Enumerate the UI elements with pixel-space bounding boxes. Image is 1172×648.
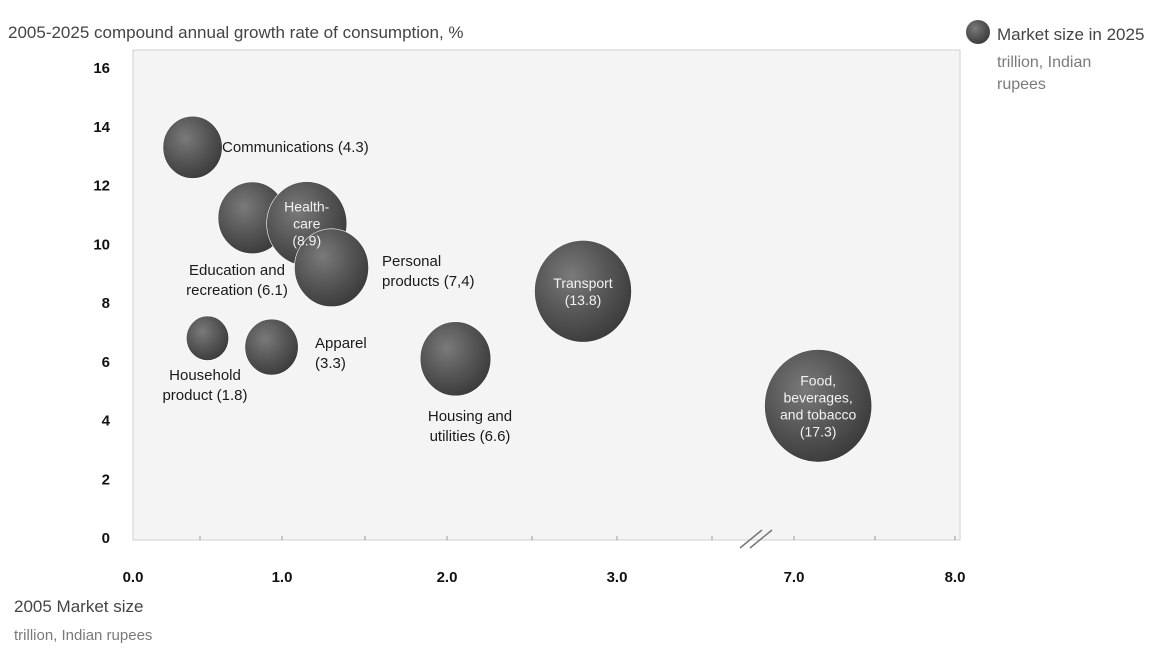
bubble-label: Apparel — [315, 335, 367, 352]
bubble-label: Household — [169, 367, 241, 384]
bubble-label: product (1.8) — [162, 387, 247, 404]
bubble-label: (3.3) — [315, 355, 346, 372]
x-tick-label: 3.0 — [607, 569, 628, 586]
legend-title: Market size in 2025 — [997, 25, 1144, 44]
bubble-label: Education and — [189, 262, 285, 279]
axis-break-mark — [749, 529, 773, 549]
bubble-label: products (7,4) — [382, 273, 475, 290]
chart-title: 2005-2025 compound annual growth rate of… — [8, 23, 464, 42]
bubble-label: Communications (4.3) — [222, 139, 369, 156]
bubble-food-beverages-and-tobacco — [764, 349, 873, 463]
bubble-personal-products — [294, 228, 369, 307]
bubble-label: Health- — [284, 199, 329, 215]
bubble-household-product — [185, 315, 230, 361]
bubble-transport — [534, 240, 632, 343]
bubble-label: (8.9) — [292, 233, 321, 249]
bubble-label: utilities (6.6) — [430, 428, 511, 445]
y-tick-label: 16 — [93, 60, 110, 77]
x-tick-label: 8.0 — [945, 569, 966, 586]
axis-break-mark — [739, 529, 763, 549]
bubble-communications — [162, 115, 223, 179]
x-tick-label: 1.0 — [272, 569, 293, 586]
y-tick-label: 14 — [93, 119, 110, 136]
bubble-label: (17.3) — [800, 423, 837, 439]
y-tick-label: 6 — [102, 354, 110, 371]
y-tick-label: 2 — [102, 471, 110, 488]
y-tick-label: 0 — [102, 530, 110, 547]
legend-subtitle: trillion, Indian — [997, 54, 1091, 71]
legend-bubble-marker — [966, 20, 990, 44]
x-tick-label: 0.0 — [123, 569, 144, 586]
x-tick-label: 7.0 — [784, 569, 805, 586]
bubble-label: care — [293, 216, 320, 232]
bubble-label: beverages, — [784, 389, 853, 405]
bubble-label: Transport — [553, 275, 613, 291]
y-tick-label: 10 — [93, 236, 110, 253]
bubble-label: and tobacco — [780, 406, 856, 422]
x-axis-label: 2005 Market size — [14, 597, 143, 616]
bubble-label: Housing and — [428, 408, 512, 425]
bubble-label: Personal — [382, 253, 441, 270]
bubble-label: recreation (6.1) — [186, 282, 288, 299]
bubble-label: (13.8) — [565, 292, 602, 308]
x-axis-sublabel: trillion, Indian rupees — [14, 627, 152, 644]
x-tick-label: 2.0 — [437, 569, 458, 586]
bubble-label: Food, — [800, 372, 836, 388]
y-tick-label: 8 — [102, 295, 110, 312]
legend-subtitle: rupees — [997, 76, 1046, 93]
bubble-apparel — [244, 318, 299, 376]
y-tick-label: 4 — [102, 413, 111, 430]
y-tick-label: 12 — [93, 178, 110, 195]
bubble-housing-and-utilities — [419, 321, 492, 397]
